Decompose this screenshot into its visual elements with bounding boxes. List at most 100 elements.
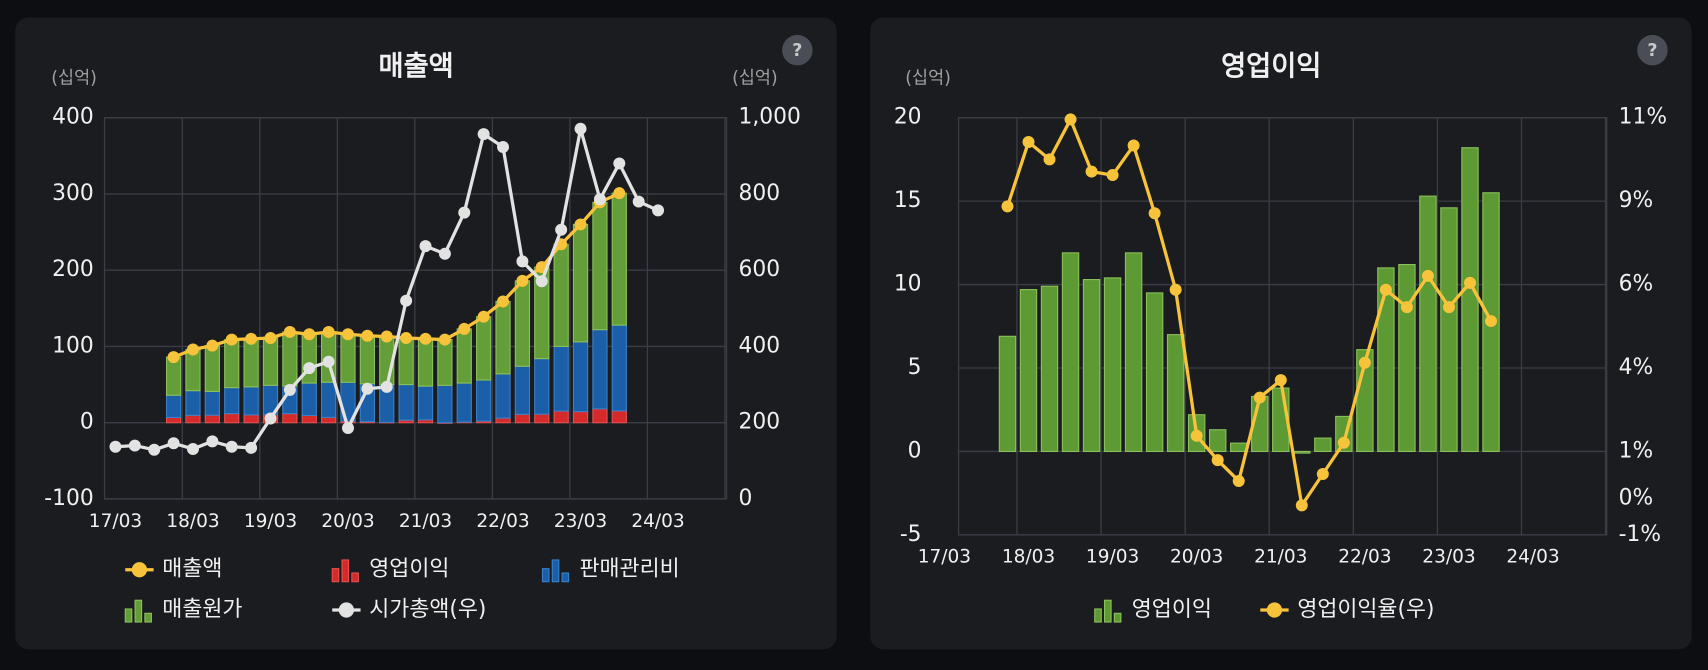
bar xyxy=(514,413,531,424)
bar xyxy=(514,280,531,367)
legend-bar xyxy=(124,608,133,623)
bar xyxy=(243,386,259,416)
bar xyxy=(572,411,589,424)
bar xyxy=(1145,292,1164,452)
line-point xyxy=(342,422,354,435)
x-tick-label: 19/03 xyxy=(244,511,297,532)
line-point xyxy=(1442,301,1455,314)
line-point xyxy=(1064,113,1077,126)
bar xyxy=(321,416,337,424)
y2-tick-label: 400 xyxy=(739,333,781,358)
line-point xyxy=(613,187,626,200)
y2-tick-label: 1,000 xyxy=(739,105,801,130)
line-point xyxy=(186,343,199,356)
line-point xyxy=(574,218,587,231)
bar xyxy=(1230,442,1248,452)
bar xyxy=(592,408,608,424)
line-point xyxy=(1001,200,1014,213)
y2-tick-label: 200 xyxy=(739,410,781,435)
line-point xyxy=(1358,356,1371,369)
bar xyxy=(417,338,434,387)
legend-label: 시가총액(우) xyxy=(369,597,486,622)
x-tick-label: 22/03 xyxy=(476,511,529,532)
y2-tick-label: 0 xyxy=(739,486,753,511)
line-point xyxy=(206,435,219,448)
bar xyxy=(1440,207,1458,452)
legend-dot xyxy=(1266,602,1283,618)
legend-label: 매출액 xyxy=(162,557,222,582)
plot-frame xyxy=(103,117,728,500)
y-unit: (십억) xyxy=(905,68,951,88)
line-point xyxy=(109,440,122,453)
chart-title: 매출액 xyxy=(379,51,454,82)
bar xyxy=(1103,277,1122,452)
bar xyxy=(553,243,569,347)
y-tick-label: -5 xyxy=(900,522,922,547)
bar xyxy=(185,414,201,424)
line-point xyxy=(1337,436,1350,449)
line-point xyxy=(303,362,316,375)
bar xyxy=(282,331,298,387)
bar xyxy=(456,382,472,423)
y-tick-label: 400 xyxy=(52,105,94,130)
line-point xyxy=(652,204,665,217)
bar xyxy=(1166,334,1185,452)
bar xyxy=(495,300,511,375)
line-point xyxy=(342,328,354,341)
help-button[interactable] xyxy=(1637,34,1668,66)
bar xyxy=(534,413,550,424)
bar xyxy=(398,337,414,386)
y-tick-label: 100 xyxy=(52,333,94,358)
line-point xyxy=(613,157,626,170)
line-point xyxy=(593,193,606,206)
y2-unit: (십억) xyxy=(732,68,778,88)
line-point xyxy=(516,255,529,268)
bar xyxy=(495,417,511,424)
legend-bar xyxy=(551,559,560,583)
legend-bar xyxy=(1103,599,1112,623)
legend-label: 매출원가 xyxy=(162,597,242,622)
bar xyxy=(998,335,1017,452)
bar xyxy=(514,365,531,415)
help-label[interactable]: ? xyxy=(1647,41,1657,61)
line-point xyxy=(1253,391,1266,404)
bar xyxy=(301,382,317,416)
bar xyxy=(437,384,453,424)
line-point xyxy=(380,380,393,393)
legend-bar xyxy=(1113,612,1122,623)
line-point xyxy=(303,328,316,341)
bar xyxy=(1061,252,1080,452)
line-point xyxy=(1085,165,1098,178)
bar xyxy=(1293,450,1311,454)
y-tick-label: 0 xyxy=(908,438,922,463)
line-point xyxy=(245,441,258,454)
x-tick-label: 20/03 xyxy=(321,511,374,532)
x-tick-label: 17/03 xyxy=(918,547,971,568)
bar xyxy=(301,414,317,424)
x-tick-label: 18/03 xyxy=(1002,547,1055,568)
line-point xyxy=(438,333,451,346)
line-point xyxy=(225,333,238,346)
y2-tick-label: 1% xyxy=(1619,438,1654,463)
bar xyxy=(553,410,569,424)
legend-bar xyxy=(134,599,143,623)
legend-dot xyxy=(131,562,148,578)
x-tick-label: 24/03 xyxy=(631,511,684,532)
bar xyxy=(437,339,453,386)
legend-bar xyxy=(331,568,340,583)
line-point xyxy=(1232,475,1245,487)
bar xyxy=(611,192,627,326)
line-point xyxy=(1379,283,1392,296)
y2-tick-label: 0% xyxy=(1619,485,1654,510)
line-point xyxy=(264,412,277,425)
x-tick-label: 23/03 xyxy=(1422,547,1475,568)
bar xyxy=(204,345,220,392)
plot-frame xyxy=(957,117,1608,536)
line-point xyxy=(167,351,180,364)
bar xyxy=(592,329,608,410)
help-label[interactable]: ? xyxy=(792,41,802,61)
bar xyxy=(282,413,298,424)
help-button[interactable] xyxy=(782,34,813,66)
legend-label: 영업이익율(우) xyxy=(1297,597,1434,622)
